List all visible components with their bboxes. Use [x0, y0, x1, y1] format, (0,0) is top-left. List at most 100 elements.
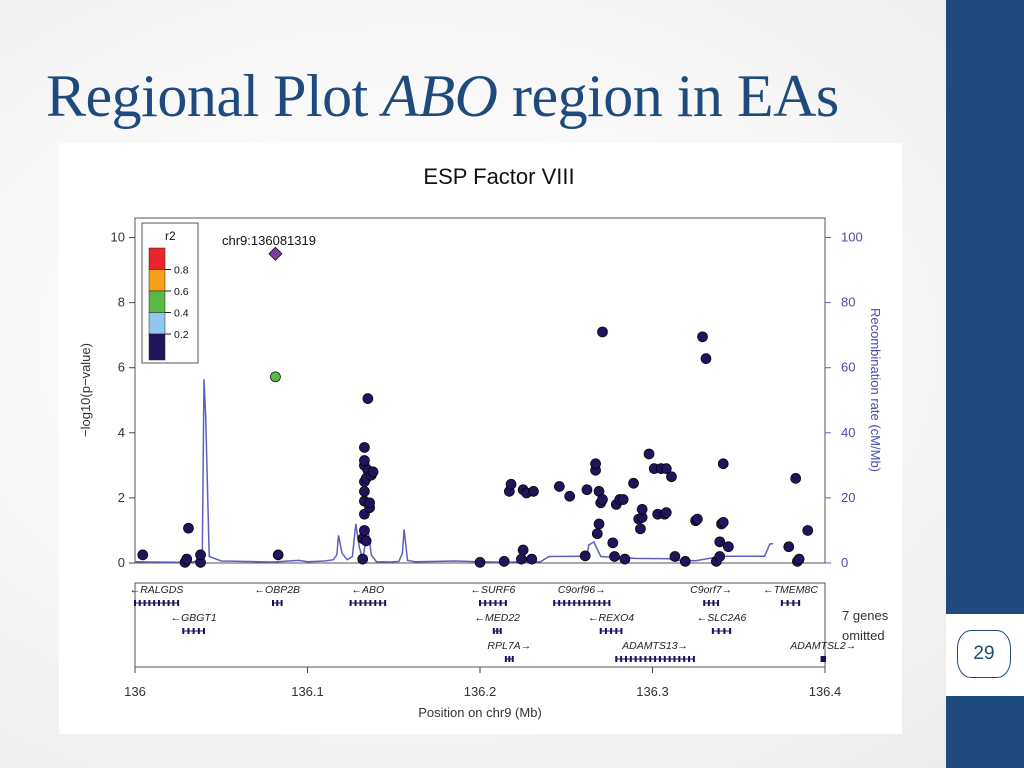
gene-exon: [369, 600, 372, 606]
x-tick-label: 136.3: [636, 684, 669, 699]
snp-point: [579, 550, 591, 562]
gene-exon: [588, 600, 591, 606]
gene-exon: [573, 600, 576, 606]
snp-point: [593, 518, 605, 530]
legend-swatch: [148, 333, 166, 361]
gene-exon: [379, 600, 382, 606]
genes-omitted-line2: omitted: [842, 628, 885, 643]
gene-exon: [620, 656, 623, 662]
snp-point: [636, 503, 648, 515]
gene-exon: [673, 656, 676, 662]
legend-label: 0.2: [174, 329, 189, 341]
snp-point: [700, 353, 712, 364]
gene-exon: [668, 656, 671, 662]
y2-tick-label: 100: [841, 230, 863, 245]
slide-title-part1: Regional Plot: [46, 63, 368, 129]
snp-point: [474, 556, 486, 568]
gene-exon: [634, 656, 637, 662]
snp-point: [591, 528, 603, 540]
x-axis-labels: 136 136.1 136.2 136.3 136.4: [124, 667, 841, 699]
x-tick-label: 136.1: [291, 684, 324, 699]
snp-point: [357, 553, 369, 565]
gene-exon: [504, 600, 507, 606]
snp-point: [516, 553, 527, 565]
snp-point: [717, 458, 729, 470]
gene-exon: [658, 656, 661, 662]
gene-exon: [492, 628, 495, 634]
snp-point: [359, 455, 370, 466]
gene-label: ←GBGT1: [171, 612, 217, 624]
snp-point: [195, 549, 206, 561]
y-axis-labels: 0 2 4 6 8 10: [111, 230, 135, 570]
snp-point: [717, 516, 729, 528]
gene-exon: [820, 656, 823, 662]
snp-point: [367, 466, 379, 478]
y2-tick-label: 20: [841, 490, 855, 505]
regional-plot-svg: ESP Factor VIII 0 2 4 6 8 10 0 20 40 60 80 100 chr…: [78, 164, 889, 720]
gene-exon: [349, 600, 352, 606]
gene-label: C9orf96→: [558, 584, 606, 596]
gene-label: ADAMTS13→: [621, 640, 688, 652]
gene-exon: [192, 628, 195, 634]
gene-exon: [157, 600, 160, 606]
gene-exon: [644, 656, 647, 662]
gene-exon: [629, 656, 632, 662]
gene-exon: [578, 600, 581, 606]
gene-exon: [148, 600, 151, 606]
snp-point: [723, 541, 734, 553]
gene-label: C9orf7→: [690, 584, 732, 596]
snp-point: [554, 481, 565, 492]
y2-tick-label: 0: [841, 555, 848, 570]
snp-point: [270, 371, 281, 383]
y2-tick-label: 40: [841, 425, 855, 440]
snp-point: [660, 507, 672, 518]
genes-omitted-line1: 7 genes: [842, 608, 889, 623]
y-tick-label: 0: [118, 555, 125, 570]
gene-exon: [792, 600, 795, 606]
legend-label: 0.8: [174, 265, 189, 277]
snp-point: [628, 477, 639, 489]
legend-label: 0.6: [174, 286, 189, 298]
gene-exon: [615, 628, 618, 634]
legend-swatch: [148, 290, 166, 313]
gene-exon: [172, 600, 175, 606]
gene-label: ←ABO: [352, 584, 385, 596]
gene-exon: [479, 600, 481, 606]
legend-swatch: [148, 312, 166, 335]
gene-exon: [203, 628, 205, 634]
gene-track-frame: [134, 582, 826, 668]
y-tick-label: 8: [118, 295, 125, 310]
gene-exon: [604, 628, 607, 634]
gene-exon: [639, 656, 642, 662]
legend-title: r2: [165, 229, 176, 243]
gene-label: ←MED22: [474, 612, 520, 624]
gene-exon: [717, 628, 720, 634]
regional-plot: ESP Factor VIII 0 2 4 6 8 10 0 20 40 60 80 100 chr…: [59, 143, 902, 734]
gene-exon: [798, 600, 801, 606]
gene-exon: [729, 628, 732, 634]
chart-title: ESP Factor VIII: [423, 164, 574, 189]
recombination-line: [134, 379, 774, 564]
snp-point: [617, 494, 629, 505]
snp-point: [666, 471, 677, 483]
y2-axis-labels: 0 20 40 60 80 100: [825, 230, 863, 570]
snp-point: [505, 478, 517, 490]
snp-point: [697, 331, 708, 343]
snp-point: [590, 458, 601, 470]
gene-exon: [499, 628, 502, 634]
snp-point: [597, 494, 608, 505]
gene-exon: [624, 656, 627, 662]
snp-point: [360, 535, 372, 547]
gene-label: ←RALGDS: [130, 584, 184, 596]
gene-exon: [599, 628, 602, 634]
gene-exon: [197, 628, 200, 634]
gene-exon: [354, 600, 357, 606]
gene-exon: [272, 600, 274, 606]
legend-label: 0.4: [174, 308, 189, 320]
gene-exon: [780, 600, 783, 606]
gene-exon: [692, 656, 695, 662]
snp-point: [181, 553, 193, 565]
gene-label: ←SLC2A6: [697, 612, 747, 624]
gene-label: ←SURF6: [470, 584, 515, 596]
x-tick-label: 136.2: [464, 684, 497, 699]
